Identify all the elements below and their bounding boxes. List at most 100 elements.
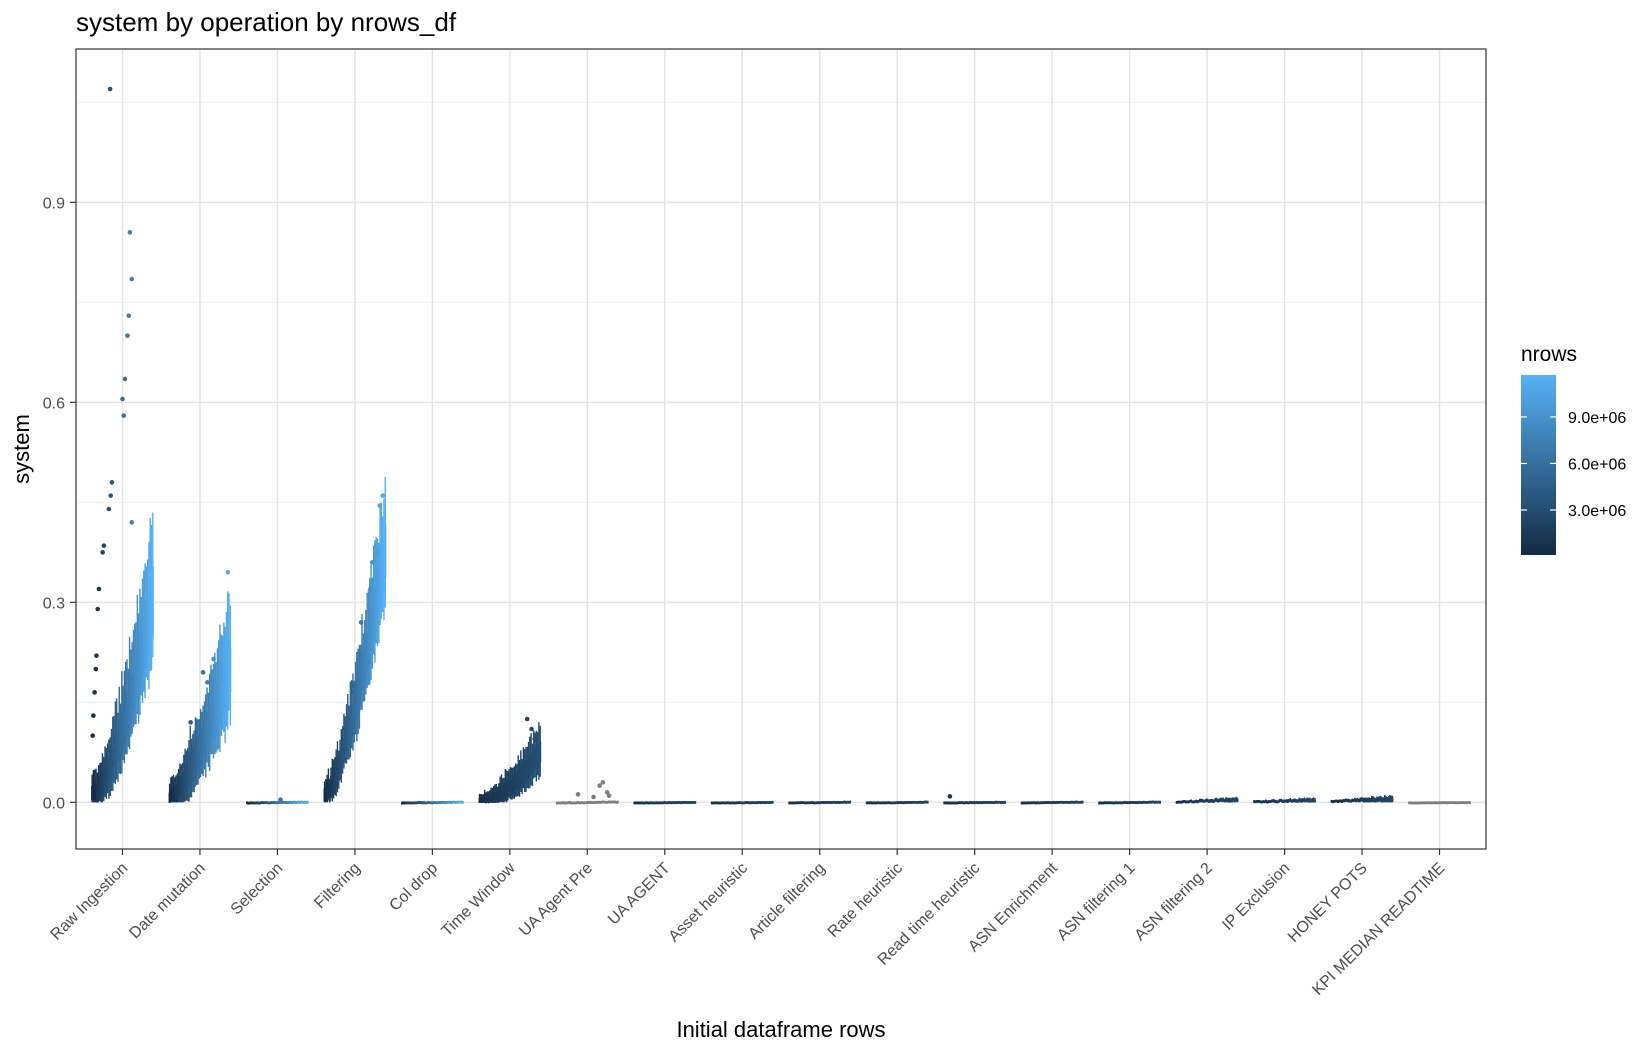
outlier-point [358,620,364,625]
legend-tick-label: 3.0e+06 [1568,503,1626,520]
outlier-point [600,780,606,785]
outlier-point [92,690,97,695]
outlier-point [334,760,339,765]
x-tick-label: IP Exclusion [1219,860,1293,934]
outlier-point [126,313,131,318]
x-tick-label: UA Agent Pre [516,860,596,940]
y-axis-title: system [9,414,34,484]
box-body [384,524,387,578]
outlier-point [947,794,953,799]
y-tick-label: 0.0 [43,795,65,812]
outlier-point [330,773,336,778]
y-tick-label: 0.3 [43,595,65,612]
x-tick-label: ASN filtering 1 [1054,860,1138,944]
outlier-point [364,660,370,665]
x-tick-label: Date mutation [126,860,208,942]
outlier-point [94,653,99,658]
outlier-point [278,797,283,802]
boxplot-group [1175,796,1239,804]
outlier-point [369,560,375,565]
outlier-point [225,570,231,575]
outlier-point [200,670,206,675]
boxplot-group [1330,794,1394,804]
legend-tick-label: 6.0e+06 [1568,456,1626,473]
outlier-point [349,683,355,688]
boxplot-group [1098,800,1162,805]
boxplot-group [710,800,774,805]
outlier-point [109,480,115,485]
x-tick-label: Time Window [439,859,519,939]
box-body [539,741,542,763]
boxplot-group [1253,797,1316,804]
outlier-point [327,780,333,785]
boxplot-group [323,476,387,803]
x-tick-label: Article filtering [745,860,828,943]
outlier-point [606,793,612,798]
legend-title: nrows [1521,343,1577,366]
boxplot-group [943,794,1007,805]
legend-ticks: 3.0e+06 6.0e+06 9.0e+06 [1521,410,1626,520]
boxplot-group [400,800,464,805]
x-tick-label: Asset heuristic [665,860,751,946]
outlier-point [597,783,603,788]
x-tick-label: Rate heuristic [825,860,906,941]
outlier-point [93,666,99,672]
outlier-point [129,520,135,525]
boxplot-group [1020,800,1084,805]
outlier-point [122,376,128,382]
boxplot-group [555,780,619,805]
x-axis-title: Initial dataframe rows [676,1017,885,1042]
legend: nrows 3.0e+06 6.0e+06 9.0e+06 [1521,343,1626,555]
x-tick-label: Filtering [311,860,363,912]
boxplot-group [788,800,852,805]
data-layer [90,86,1471,805]
outlier-point [121,413,127,418]
outlier-point [101,543,107,548]
x-tick-label: Col drop [386,860,441,915]
outlier-point [188,720,193,725]
legend-colorbar [1521,375,1556,555]
outlier-point [107,86,113,92]
boxplot-group [168,570,232,803]
legend-tick-label: 9.0e+06 [1568,410,1626,427]
outlier-point [96,586,102,592]
chart-title: system by operation by nrows_df [76,7,457,37]
outlier-point [90,733,96,738]
grid-layer [76,49,1486,849]
outlier-point [349,690,355,695]
outlier-point [125,333,130,338]
x-tick-label: HONEY POTS [1285,860,1371,946]
outlier-point [377,503,382,508]
outlier-point [91,713,96,718]
x-tick-label: ASN filtering 2 [1132,860,1216,944]
y-tick-label: 0.9 [43,195,65,212]
x-tick-label: KPI MEDIAN READTIME [1309,860,1448,999]
plot-panel-border [75,48,1487,850]
outlier-point [129,276,135,282]
outlier-point [340,746,345,752]
boxplot-group [633,801,697,805]
outlier-point [524,716,530,722]
outlier-point [108,493,114,498]
outlier-point [529,726,534,732]
box-body [151,566,154,636]
boxplot-group [478,716,542,804]
x-tick-label: Selection [228,860,287,919]
boxplot-group [246,797,309,805]
outlier-point [120,396,125,402]
outlier-point [380,493,386,498]
outlier-point [205,680,210,685]
outlier-point [374,550,379,555]
outlier-point [211,656,216,662]
outlier-point [106,506,112,512]
outlier-point [591,794,596,800]
outlier-point [100,550,105,555]
x-tick-label: Raw Ingestion [48,860,132,944]
outlier-point [368,586,373,592]
outlier-point [95,606,100,612]
outlier-point [575,792,581,797]
outlier-point [495,786,500,792]
boxplot-group [90,86,154,803]
